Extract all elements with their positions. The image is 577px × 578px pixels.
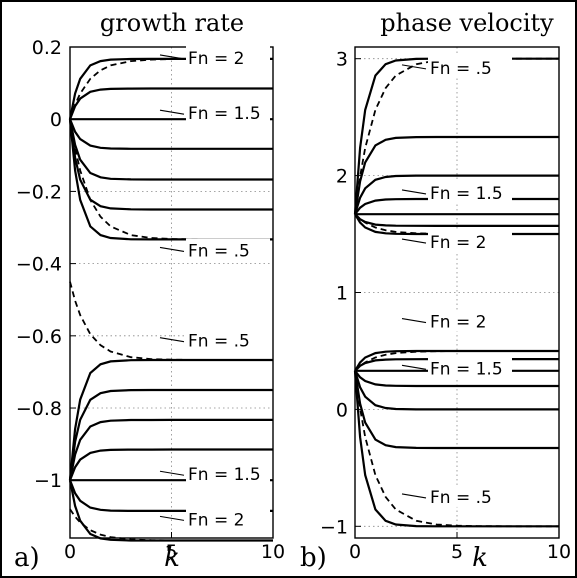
y-tick-label: 0.2 (32, 37, 62, 59)
annotation-label: Fn = 1.5 (430, 359, 503, 379)
series-line-14 (354, 57, 559, 215)
x-tick-label: 10 (547, 541, 571, 563)
series-line-14 (69, 58, 273, 120)
annotation-label: Fn = 2 (430, 233, 486, 253)
annotation-arrow (401, 64, 427, 70)
series-line-2 (353, 174, 559, 215)
annotation-label: Fn = .5 (430, 488, 492, 508)
series-line-10 (68, 448, 273, 481)
annotation-label: Fn = 2 (430, 313, 486, 333)
x-tick-label: 0 (349, 541, 361, 563)
annotation-arrow (401, 189, 427, 195)
annotation-arrow (159, 515, 185, 521)
series-line-17 (69, 508, 273, 542)
annotation-arrow (401, 238, 427, 244)
annotation-arrow (159, 54, 185, 60)
annotation-label: Fn = .5 (188, 332, 250, 352)
panel-a-annotations: Fn = 2 Fn = 1.5 Fn = .5 Fn = .5 Fn = 1.5 Fn =… (159, 45, 270, 530)
x-tick-label: 10 (261, 541, 285, 563)
panel-b-grid (355, 47, 559, 538)
series-line-16 (69, 281, 273, 361)
annotation-label: Fn = .5 (188, 241, 250, 261)
series-line-8 (68, 388, 273, 481)
annotation-backdrop (186, 45, 270, 68)
panel-a-grid (70, 46, 273, 538)
annotation-backdrop (428, 309, 512, 332)
y-tick-label: −0.2 (16, 181, 62, 203)
series-line-4 (68, 118, 273, 181)
series-line-3 (68, 118, 273, 150)
panel-b-series (353, 57, 559, 528)
panel-b-xlabel: k (472, 543, 488, 573)
series-line-12 (353, 370, 559, 450)
panel-a-growth-rate: growth rate 0 5 10 0.2 0 −0.2 −0.4 −0.6 −0.8 −1 F… (14, 9, 285, 573)
y-tick-label: −1 (320, 516, 348, 538)
series-line-13 (353, 370, 559, 528)
y-tick-label: 3 (336, 49, 348, 71)
annotation-arrow (159, 246, 185, 252)
series-line-9 (68, 418, 273, 481)
series-line-0 (353, 57, 559, 215)
annotation-label: Fn = 1.5 (430, 184, 503, 204)
annotation-backdrop (186, 507, 270, 530)
annotation-label: Fn = 2 (188, 510, 244, 530)
y-tick-label: −0.8 (16, 398, 62, 420)
y-tick-label: 0 (336, 399, 348, 421)
series-line-3 (354, 197, 559, 215)
y-tick-label: −1 (34, 470, 62, 492)
annotation-backdrop (428, 484, 512, 507)
annotation-backdrop (428, 55, 512, 78)
x-tick-label: 5 (165, 541, 177, 563)
annotation-arrow (159, 109, 185, 115)
annotation-label: Fn = 2 (188, 49, 244, 69)
y-tick-label: 2 (336, 166, 348, 188)
annotation-backdrop (428, 356, 512, 379)
y-tick-label: 1 (336, 283, 348, 305)
annotation-arrow (401, 318, 427, 324)
panel-a-xlabel: k (164, 543, 180, 573)
annotation-arrow (159, 470, 185, 476)
annotation-arrow (159, 337, 185, 343)
series-line-5 (68, 119, 273, 211)
y-tick-label: −0.6 (16, 326, 62, 348)
series-line-16 (354, 350, 559, 372)
annotation-label: Fn = 1.5 (188, 465, 261, 485)
panel-b-annotations: Fn = .5 Fn = 1.5 Fn = 2 Fn = 2 Fn = 1.5 Fn = … (401, 55, 512, 508)
annotation-backdrop (186, 238, 270, 261)
panel-a-ticks: 0 5 10 0.2 0 −0.2 −0.4 −0.6 −0.8 −1 (16, 37, 285, 563)
series-line-15 (354, 213, 559, 235)
annotation-backdrop (428, 230, 512, 253)
annotation-label: Fn = .5 (430, 59, 492, 79)
annotation-label: Fn = 1.5 (188, 104, 261, 124)
series-line-1 (353, 135, 559, 215)
y-tick-label: 0 (50, 109, 62, 131)
annotation-arrow (401, 493, 427, 499)
panel-b-label: b) (300, 543, 327, 573)
panel-b-axes (354, 46, 560, 539)
annotation-backdrop (186, 101, 270, 124)
annotation-arrow (401, 364, 427, 370)
x-tick-label: 5 (451, 541, 463, 563)
series-line-17 (354, 370, 559, 528)
panel-a-label: a) (14, 543, 40, 573)
series-line-11 (353, 370, 559, 411)
annotation-backdrop (186, 328, 270, 351)
panel-b-title: phase velocity (380, 9, 554, 37)
series-line-1 (68, 87, 273, 120)
x-tick-label: 0 (64, 541, 76, 563)
annotation-backdrop (186, 462, 270, 485)
series-line-10 (354, 370, 559, 388)
series-line-5 (354, 213, 559, 227)
panel-a-title: growth rate (100, 9, 244, 37)
y-tick-label: −0.4 (16, 254, 62, 276)
annotation-backdrop (428, 180, 512, 203)
